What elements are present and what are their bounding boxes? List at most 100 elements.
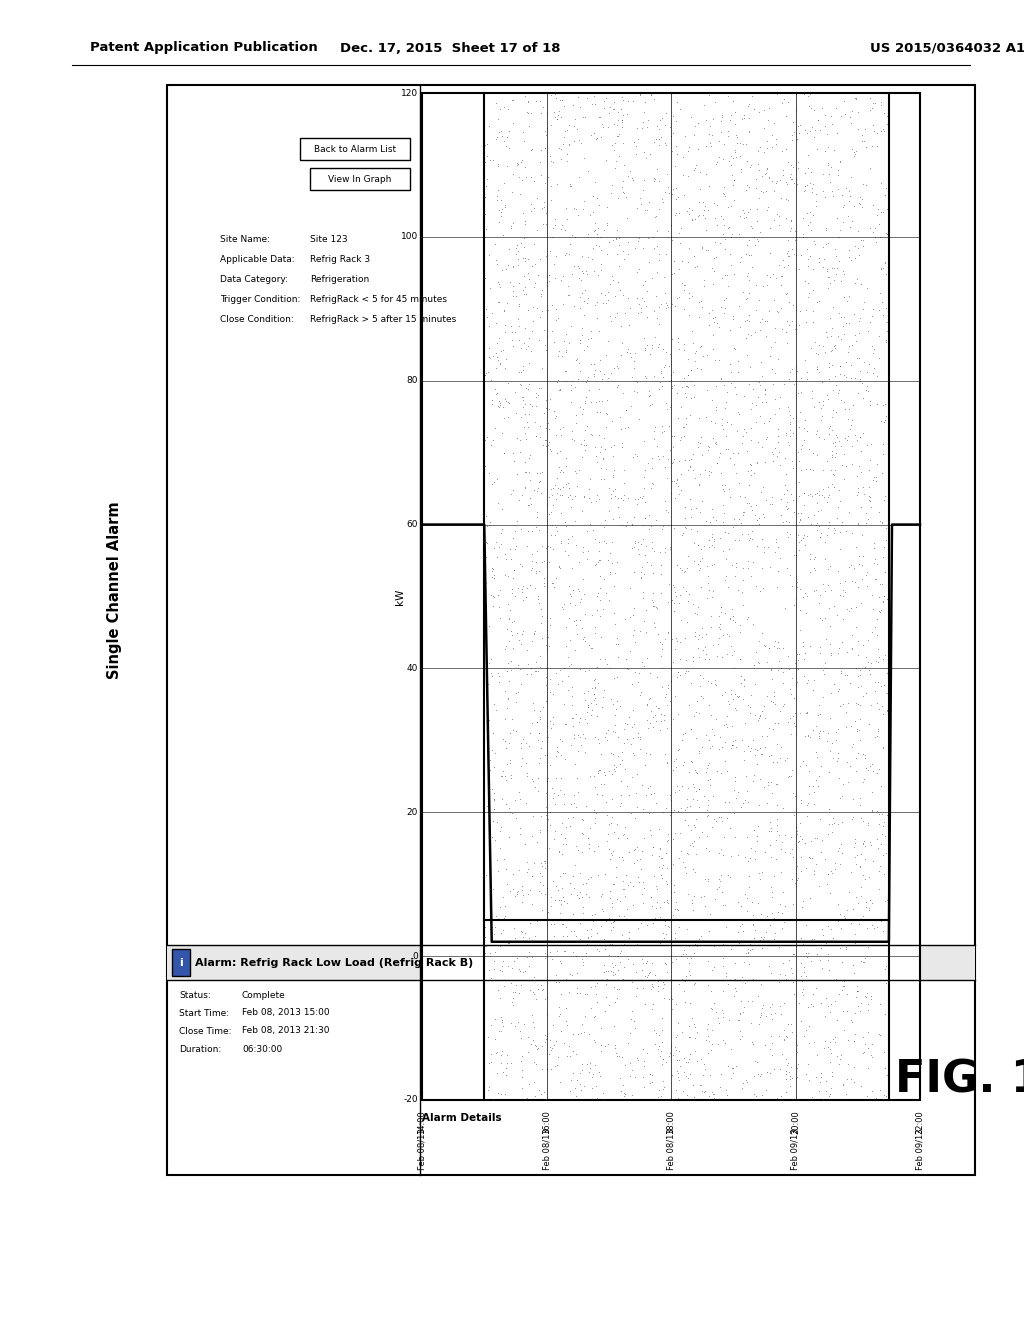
Point	[664, 230, 680, 251]
Point	[828, 264, 845, 285]
Point	[600, 331, 616, 352]
Point	[762, 242, 778, 263]
Point	[497, 195, 513, 216]
Point	[754, 1084, 770, 1105]
Point	[643, 1071, 659, 1092]
Point	[593, 253, 609, 275]
Text: Alarm: Refrig Rack Low Load (Refrig Rack B): Alarm: Refrig Rack Low Load (Refrig Rack…	[195, 957, 473, 968]
Point	[605, 466, 622, 487]
Point	[587, 688, 603, 709]
Point	[727, 141, 743, 162]
Point	[598, 986, 614, 1007]
Point	[681, 304, 697, 325]
Point	[539, 770, 555, 791]
Point	[604, 807, 621, 828]
Point	[822, 341, 839, 362]
Point	[869, 652, 886, 673]
Point	[808, 944, 824, 965]
Point	[528, 541, 545, 562]
Point	[679, 788, 695, 809]
Point	[643, 537, 659, 558]
Point	[571, 268, 588, 289]
Point	[840, 1030, 856, 1051]
Point	[720, 86, 736, 107]
Bar	[310, 168, 410, 190]
Point	[815, 335, 831, 356]
Point	[603, 135, 620, 156]
Point	[851, 545, 867, 566]
Point	[751, 652, 767, 673]
Point	[557, 828, 573, 849]
Point	[691, 560, 708, 581]
Point	[606, 114, 623, 135]
Point	[682, 488, 698, 510]
Point	[606, 911, 623, 932]
Point	[518, 284, 535, 305]
Point	[552, 418, 568, 440]
Point	[551, 557, 567, 578]
Point	[553, 425, 569, 446]
Point	[577, 689, 593, 710]
Point	[720, 197, 736, 218]
Point	[729, 132, 745, 153]
Point	[511, 272, 527, 293]
Point	[632, 726, 648, 747]
Point	[653, 108, 670, 129]
Point	[811, 484, 827, 506]
Point	[796, 961, 812, 982]
Point	[743, 417, 760, 438]
Point	[877, 393, 893, 414]
Point	[670, 408, 686, 429]
Point	[739, 826, 756, 847]
Point	[784, 1022, 801, 1043]
Point	[545, 714, 561, 735]
Point	[519, 851, 536, 873]
Point	[788, 672, 805, 693]
Point	[701, 904, 718, 925]
Point	[610, 726, 627, 747]
Point	[847, 424, 863, 445]
Point	[876, 920, 892, 941]
Point	[759, 131, 775, 152]
Point	[865, 114, 882, 135]
Point	[498, 391, 514, 412]
Point	[538, 853, 554, 874]
Point	[821, 634, 838, 655]
Point	[486, 923, 503, 944]
Point	[570, 256, 587, 277]
Point	[838, 664, 854, 685]
Point	[638, 536, 654, 557]
Point	[626, 619, 642, 640]
Text: 120: 120	[400, 88, 418, 98]
Point	[814, 484, 830, 506]
Point	[529, 832, 546, 853]
Point	[593, 259, 609, 280]
Point	[635, 486, 651, 507]
Point	[508, 243, 524, 264]
Point	[771, 442, 787, 463]
Point	[862, 87, 879, 108]
Point	[524, 713, 541, 734]
Point	[550, 308, 566, 329]
Point	[749, 1085, 765, 1106]
Point	[520, 327, 537, 348]
Point	[670, 327, 686, 348]
Point	[723, 362, 739, 383]
Point	[634, 488, 650, 510]
Point	[621, 921, 637, 942]
Point	[810, 110, 826, 131]
Point	[655, 1077, 672, 1098]
Point	[757, 737, 773, 758]
Point	[595, 363, 611, 384]
Point	[539, 1028, 555, 1049]
Point	[653, 363, 670, 384]
Point	[545, 477, 561, 498]
Point	[529, 931, 546, 952]
Point	[580, 869, 596, 890]
Point	[671, 202, 687, 223]
Point	[482, 585, 499, 606]
Point	[775, 696, 792, 717]
Point	[684, 459, 700, 480]
Point	[678, 660, 694, 681]
Point	[571, 286, 588, 308]
